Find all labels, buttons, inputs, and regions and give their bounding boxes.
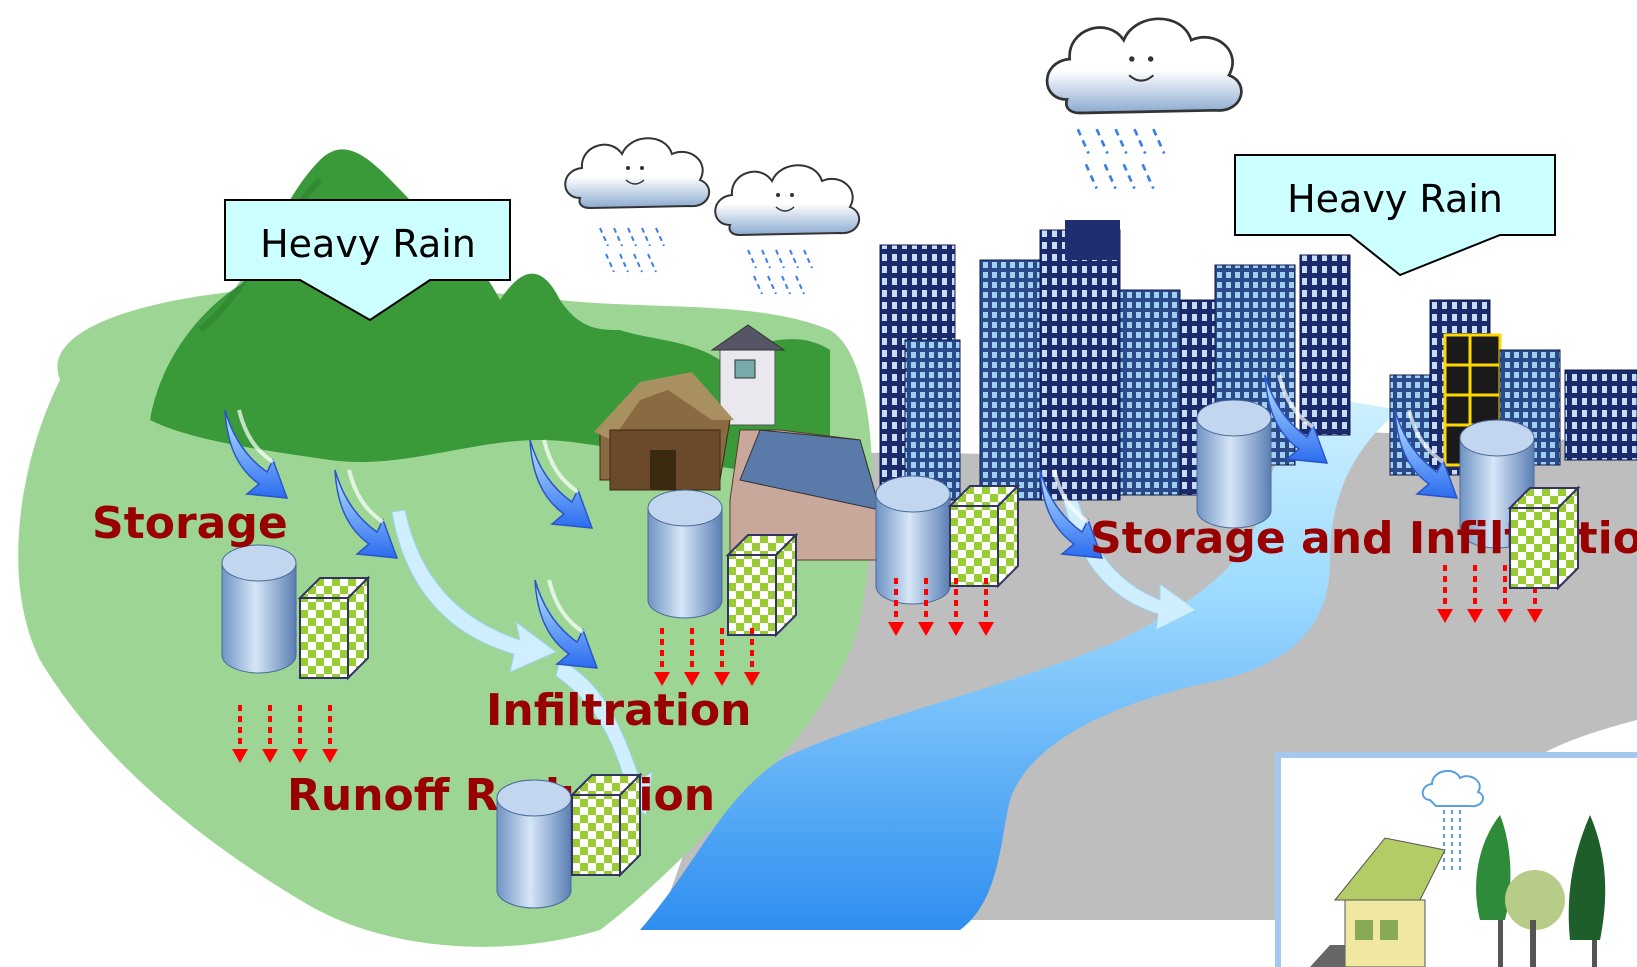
heavy-rain-right-text: Heavy Rain: [1287, 177, 1503, 221]
inset-house-panel: [1275, 752, 1637, 967]
inset-cloud-icon: [1421, 769, 1485, 870]
cloud-3: [1045, 17, 1243, 190]
inset-house-icon: [1310, 837, 1446, 967]
cloud-2: [714, 164, 861, 295]
facility-city-2: [1196, 399, 1272, 529]
inset-trees-icon: [1476, 815, 1606, 967]
cloud-1: [564, 137, 711, 273]
label-infiltration: Infiltration: [486, 685, 751, 736]
farm-buildings: [594, 324, 881, 561]
heavy-rain-left-text: Heavy Rain: [260, 222, 476, 266]
river: [640, 400, 1400, 930]
heavy-rain-callout-right: Heavy Rain: [1234, 154, 1556, 277]
heavy-rain-callout-left: Heavy Rain: [224, 199, 511, 322]
label-storage: Storage: [92, 498, 288, 549]
city-skyline: [879, 220, 1637, 501]
